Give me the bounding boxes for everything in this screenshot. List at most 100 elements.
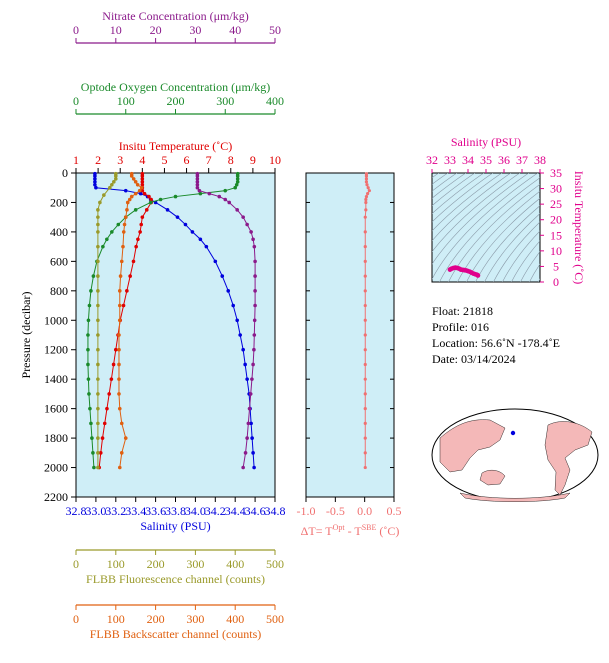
- fluorescence-profile-point: [96, 244, 100, 249]
- y-tick-label: 2200: [44, 490, 68, 504]
- fluorescence-profile-point: [96, 215, 100, 219]
- backscatter-profile-point: [133, 191, 138, 196]
- nitrate-profile-point: [250, 377, 254, 381]
- fluorescence-profile-point: [96, 230, 100, 234]
- fluorescence-tick-label: 400: [226, 557, 244, 571]
- nitrate-profile-point: [195, 177, 200, 181]
- ts-y-tick-label: 20: [550, 213, 562, 227]
- fluorescence-profile-point: [114, 177, 118, 181]
- temperature-profile-point: [147, 194, 151, 199]
- nitrate-axis-label: Nitrate Concentration (μm/kg): [102, 9, 248, 23]
- backscatter-profile-point: [125, 208, 129, 212]
- backscatter-profile-point: [117, 303, 122, 308]
- dt-plot-area: [305, 172, 395, 498]
- backscatter-profile-point: [121, 230, 126, 234]
- salinity-tick-label: 33.6: [145, 504, 166, 518]
- oxygen-profile-point: [235, 180, 240, 184]
- fluorescence-profile-point: [108, 185, 112, 190]
- salinity-tick-label: 34.8: [265, 504, 286, 518]
- oxygen-profile-point: [87, 392, 91, 396]
- backscatter-profile-point: [121, 244, 125, 249]
- salinity-profile-point: [204, 244, 209, 249]
- temperature-profile-point: [142, 191, 147, 196]
- fluorescence-profile-point: [96, 465, 100, 470]
- dt-point: [363, 407, 367, 411]
- oxygen-profile-point: [90, 436, 94, 440]
- nitrate-profile-point: [253, 259, 257, 264]
- oxygen-profile-point: [89, 289, 93, 293]
- salinity-tick-label: 33.0: [85, 504, 106, 518]
- density-contour: [493, 221, 540, 282]
- fluorescence-profile-point: [96, 392, 100, 396]
- temperature-profile-point: [140, 215, 145, 219]
- oxygen-profile-point: [101, 244, 105, 249]
- y-axis-label: Pressure (decibar): [19, 292, 33, 379]
- backscatter-profile-point: [117, 362, 121, 367]
- nitrate-profile-point: [207, 191, 212, 196]
- density-contour: [529, 263, 540, 282]
- oxygen-profile-point: [88, 406, 92, 411]
- fluorescence-profile-point: [102, 193, 106, 197]
- oxygen-profile-point: [158, 197, 163, 202]
- backscatter-tick-label: 100: [107, 612, 125, 626]
- ts-y-tick-label: 15: [550, 228, 562, 242]
- temperature-profile-point: [140, 180, 145, 184]
- density-contour: [439, 177, 540, 282]
- temperature-profile-point: [144, 208, 149, 212]
- fluorescence-profile-point: [98, 200, 102, 205]
- dt-point: [363, 230, 367, 234]
- temperature-axis-label: Insitu Temperature (˚C): [119, 139, 233, 153]
- oxygen-profile-point: [173, 194, 178, 199]
- nitrate-profile-point: [235, 208, 239, 212]
- dt-point: [366, 192, 370, 196]
- fluorescence-profile-point: [96, 347, 100, 352]
- temperature-profile-point: [134, 244, 138, 249]
- y-tick-label: 1800: [44, 431, 68, 445]
- oxygen-tick-label: 400: [266, 94, 284, 108]
- backscatter-profile-point: [137, 188, 142, 193]
- salinity-tick-label: 33.8: [165, 504, 186, 518]
- backscatter-profile-point: [135, 182, 140, 187]
- ts-y-tick-label: 25: [550, 197, 562, 211]
- salinity-profile-point: [138, 191, 143, 196]
- main-profile-panel: 0200400600800100012001400160018002000220…: [19, 9, 286, 641]
- backscatter-tick-label: 500: [266, 612, 284, 626]
- y-tick-label: 2000: [44, 461, 68, 475]
- temperature-tick-label: 5: [161, 153, 167, 167]
- dt-point: [363, 318, 367, 322]
- nitrate-profile-point: [245, 222, 249, 227]
- dt-point: [363, 421, 367, 425]
- salinity-profile-point: [251, 451, 255, 455]
- salinity-tick-label: 33.4: [125, 504, 146, 518]
- backscatter-profile-point: [117, 318, 122, 323]
- dt-point: [363, 436, 367, 440]
- density-contour: [432, 173, 530, 265]
- ts-title: Salinity (PSU): [451, 135, 521, 149]
- oxygen-profile-point: [92, 465, 96, 470]
- nitrate-tick-label: 40: [229, 23, 241, 37]
- oxygen-profile-point: [86, 347, 90, 352]
- salinity-profile-point: [93, 177, 97, 181]
- map-land-antarctica: [459, 492, 571, 502]
- nitrate-profile-point: [195, 185, 200, 190]
- nitrate-profile-point: [251, 237, 255, 242]
- temperature-tick-label: 9: [250, 153, 256, 167]
- salinity-tick-label: 34.4: [225, 504, 246, 518]
- backscatter-tick-label: 0: [73, 612, 79, 626]
- nitrate-profile-point: [252, 333, 257, 337]
- backscatter-profile-point: [129, 174, 134, 178]
- nitrate-profile-point: [217, 194, 222, 199]
- ts-x-tick-label: 32: [426, 153, 438, 167]
- temperature-profile-point: [111, 362, 116, 367]
- oxygen-profile-point: [86, 333, 90, 337]
- oxygen-profile-point: [116, 222, 121, 227]
- dt-point: [364, 200, 368, 205]
- nitrate-tick-label: 50: [269, 23, 281, 37]
- temperature-profile-point: [102, 421, 107, 426]
- temperature-tick-label: 7: [206, 153, 212, 167]
- oxygen-profile-point: [91, 274, 96, 278]
- oxygen-tick-label: 200: [167, 94, 185, 108]
- temperature-profile-point: [114, 347, 118, 352]
- dt-point: [365, 183, 369, 187]
- backscatter-profile-point: [117, 289, 122, 293]
